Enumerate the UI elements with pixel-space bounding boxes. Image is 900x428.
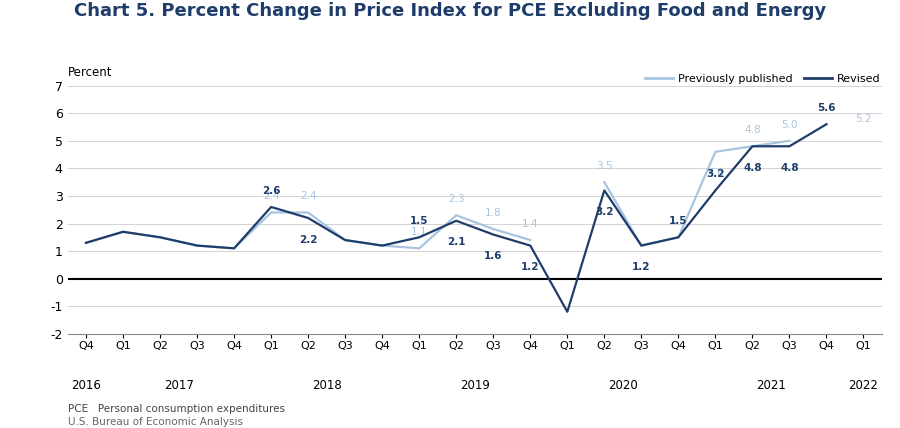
Text: 2017: 2017 [164, 379, 194, 392]
Text: 2021: 2021 [756, 379, 786, 392]
Revised [81, 240, 92, 245]
Revised [673, 235, 684, 240]
Text: 3.2: 3.2 [595, 207, 614, 217]
Revised [562, 309, 572, 314]
Previously published [598, 180, 609, 185]
Text: 1.8: 1.8 [485, 208, 501, 218]
Revised [821, 122, 832, 127]
Previously published [155, 235, 166, 240]
Revised [598, 188, 609, 193]
Previously published [710, 149, 721, 155]
Revised [302, 215, 313, 220]
Revised [636, 243, 647, 248]
Text: 3.5: 3.5 [596, 161, 613, 171]
Previously published [451, 213, 462, 218]
Revised [340, 238, 351, 243]
Previously published [488, 226, 499, 232]
Revised [377, 243, 388, 248]
Text: 2.6: 2.6 [262, 186, 281, 196]
Text: 1.2: 1.2 [633, 262, 650, 272]
Previously published [81, 240, 92, 245]
Text: Chart 5. Percent Change in Price Index for PCE Excluding Food and Energy: Chart 5. Percent Change in Price Index f… [74, 2, 826, 20]
Previously published [525, 238, 535, 243]
Text: PCE   Personal consumption expenditures: PCE Personal consumption expenditures [68, 404, 284, 414]
Text: 2020: 2020 [608, 379, 638, 392]
Revised [414, 235, 425, 240]
Previously published [784, 138, 795, 143]
Text: 4.6: 4.6 [707, 169, 724, 178]
Text: 4.8: 4.8 [744, 125, 760, 135]
Revised [747, 144, 758, 149]
Text: U.S. Bureau of Economic Analysis: U.S. Bureau of Economic Analysis [68, 417, 242, 427]
Previously published [340, 238, 351, 243]
Text: 2018: 2018 [311, 379, 341, 392]
Text: 3.2: 3.2 [706, 169, 724, 179]
Previously published [229, 246, 239, 251]
Text: 2.1: 2.1 [447, 238, 465, 247]
Previously published [118, 229, 129, 235]
Previously published [266, 210, 276, 215]
Previously published [747, 144, 758, 149]
Text: 4.8: 4.8 [743, 163, 761, 173]
Text: 5.6: 5.6 [817, 103, 836, 113]
Text: 1.5: 1.5 [669, 216, 688, 226]
Revised [525, 243, 535, 248]
Text: 1.4: 1.4 [522, 219, 538, 229]
Text: 1.2: 1.2 [632, 262, 651, 272]
Previously published [377, 243, 388, 248]
Revised [488, 232, 499, 237]
Revised [118, 229, 129, 235]
Text: 4.8: 4.8 [780, 163, 799, 173]
Line: Revised: Revised [86, 124, 826, 312]
Previously published [858, 133, 868, 138]
Previously published [414, 246, 425, 251]
Text: Percent: Percent [68, 66, 112, 79]
Text: 2016: 2016 [71, 379, 101, 392]
Text: 1.2: 1.2 [521, 262, 539, 272]
Previously published [636, 243, 647, 248]
Text: 2.3: 2.3 [448, 194, 464, 204]
Revised [155, 235, 166, 240]
Previously published [673, 235, 684, 240]
Line: Previously published: Previously published [86, 135, 863, 248]
Text: 2.4: 2.4 [300, 191, 317, 201]
Text: 1.5: 1.5 [410, 216, 428, 226]
Previously published [302, 210, 313, 215]
Revised [784, 144, 795, 149]
Text: 5.0: 5.0 [781, 120, 797, 130]
Text: 2.2: 2.2 [299, 235, 318, 245]
Revised [451, 218, 462, 223]
Revised [192, 243, 202, 248]
Text: 2019: 2019 [460, 379, 490, 392]
Revised [229, 246, 239, 251]
Text: 1.1: 1.1 [411, 227, 428, 237]
Text: 5.2: 5.2 [855, 114, 872, 124]
Legend: Previously published, Revised: Previously published, Revised [645, 74, 881, 84]
Text: 2.4: 2.4 [263, 191, 279, 201]
Text: 1.6: 1.6 [484, 251, 502, 261]
Text: 2022: 2022 [849, 379, 878, 392]
Revised [710, 188, 721, 193]
Previously published [192, 243, 202, 248]
Revised [266, 205, 276, 210]
